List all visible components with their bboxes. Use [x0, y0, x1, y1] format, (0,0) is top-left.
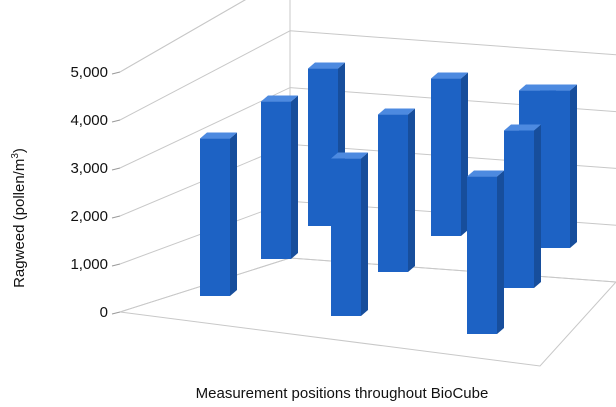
bar-top — [331, 152, 368, 159]
y-tick-mark — [111, 263, 121, 267]
y-axis-title: Ragweed (pollen/m3) — [10, 148, 28, 288]
y-tick-mark — [111, 119, 121, 123]
bar-side — [361, 152, 368, 316]
bar-top — [378, 108, 415, 115]
y-tick-label: 5,000 — [70, 64, 108, 81]
bar-front — [331, 158, 361, 316]
x-axis-title: Measurement positions throughout BioCube — [196, 385, 489, 402]
bar — [378, 108, 415, 272]
bar-side — [570, 84, 577, 248]
bar — [431, 72, 468, 236]
bar-top — [504, 124, 541, 131]
gridline-4000 — [119, 30, 616, 121]
y-tick-mark — [111, 71, 121, 75]
y-tick-label: 4,000 — [70, 112, 108, 129]
gridline-3000 — [119, 87, 616, 169]
bar — [540, 84, 577, 248]
bar-top — [308, 62, 345, 69]
bar — [467, 170, 504, 334]
bar-side — [291, 95, 298, 259]
y-tick-mark — [111, 311, 121, 315]
bar — [200, 132, 237, 296]
bar — [261, 95, 298, 259]
bar-side — [461, 72, 468, 236]
bar-front — [431, 78, 461, 236]
y-tick-label: 1,000 — [70, 256, 108, 273]
y-tick-label: 2,000 — [70, 208, 108, 225]
bar — [504, 124, 541, 288]
bar-side — [408, 108, 415, 272]
bars — [200, 62, 577, 334]
bar — [331, 152, 368, 316]
bar-front — [261, 101, 291, 259]
bar-front — [467, 176, 497, 334]
gridline-5000 — [119, 0, 246, 73]
bar-side — [497, 170, 504, 334]
bar-top — [200, 132, 237, 139]
bar-front — [378, 114, 408, 272]
bar-side — [230, 132, 237, 296]
bar-front — [540, 90, 570, 248]
y-tick-label: 0 — [100, 304, 108, 321]
y-tick-labels: 0 1,000 2,000 3,000 4,000 5,000 — [70, 64, 108, 321]
bar-top — [467, 170, 504, 177]
y-tick-label: 3,000 — [70, 160, 108, 177]
bar-top — [431, 72, 468, 79]
bar-front — [200, 138, 230, 296]
bar-front — [504, 130, 534, 288]
bar-top — [261, 95, 298, 102]
back-wall-top-edge — [119, 0, 246, 73]
bar-top — [540, 84, 577, 91]
bar-side — [534, 124, 541, 288]
y-tick-mark — [111, 167, 121, 171]
y-tick-mark — [111, 215, 121, 219]
